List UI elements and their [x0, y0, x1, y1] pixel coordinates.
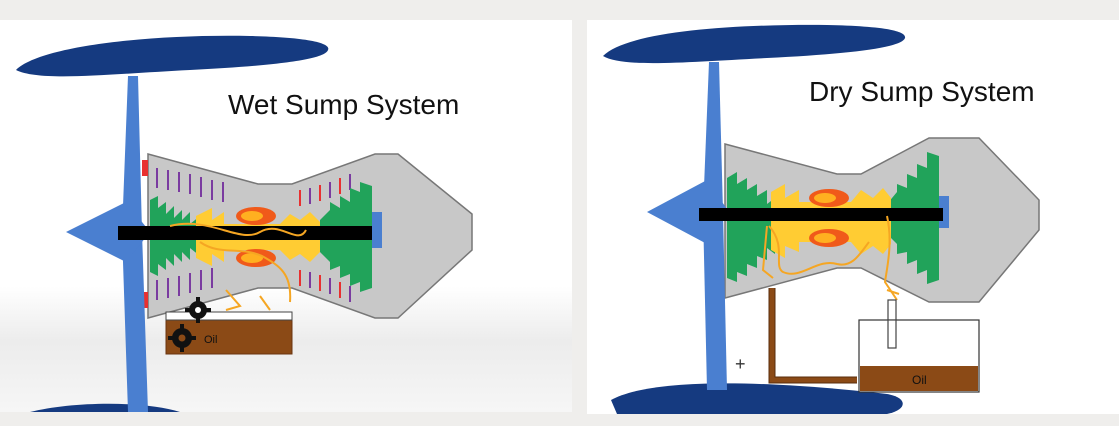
shaft — [118, 226, 372, 240]
oil-return-pipe-edge — [768, 288, 857, 384]
spinner — [66, 202, 150, 262]
bottom-propeller-blade — [30, 403, 180, 412]
dry-oil-label: Oil — [912, 373, 927, 387]
plus-marker: + — [735, 354, 746, 374]
compressor-green — [727, 172, 775, 282]
dry-sump-diagram: Oil — [603, 24, 1040, 414]
wet-oil-label: Oil — [204, 334, 217, 346]
dry-sump-panel: Oil Dry Sump System + — [587, 20, 1119, 414]
oil-return-pipe — [769, 288, 857, 383]
top-propeller-blade — [16, 35, 329, 77]
wet-sump-title: Wet Sump System — [228, 89, 460, 120]
exhaust-cone — [372, 212, 382, 248]
red-cap — [142, 160, 148, 176]
turbine-fins-top — [299, 174, 351, 206]
dry-sump-title: Dry Sump System — [809, 76, 1035, 107]
top-propeller-blade — [603, 24, 906, 64]
purple-fins-top — [156, 168, 224, 202]
turbine-fins-bottom — [299, 270, 351, 302]
shaft — [699, 208, 943, 221]
exhaust-cone — [939, 196, 949, 228]
purple-fins-bottom — [156, 268, 213, 300]
wet-sump-panel: Oil Wet Sump System — [0, 20, 572, 412]
gear-icon — [185, 297, 211, 323]
gear-icon — [168, 324, 196, 352]
oil-flow-lines — [761, 215, 900, 301]
red-cap — [142, 292, 148, 308]
spinner — [647, 180, 729, 244]
bottom-propeller-blade — [611, 383, 903, 414]
wet-sump-diagram: Oil — [16, 35, 473, 412]
